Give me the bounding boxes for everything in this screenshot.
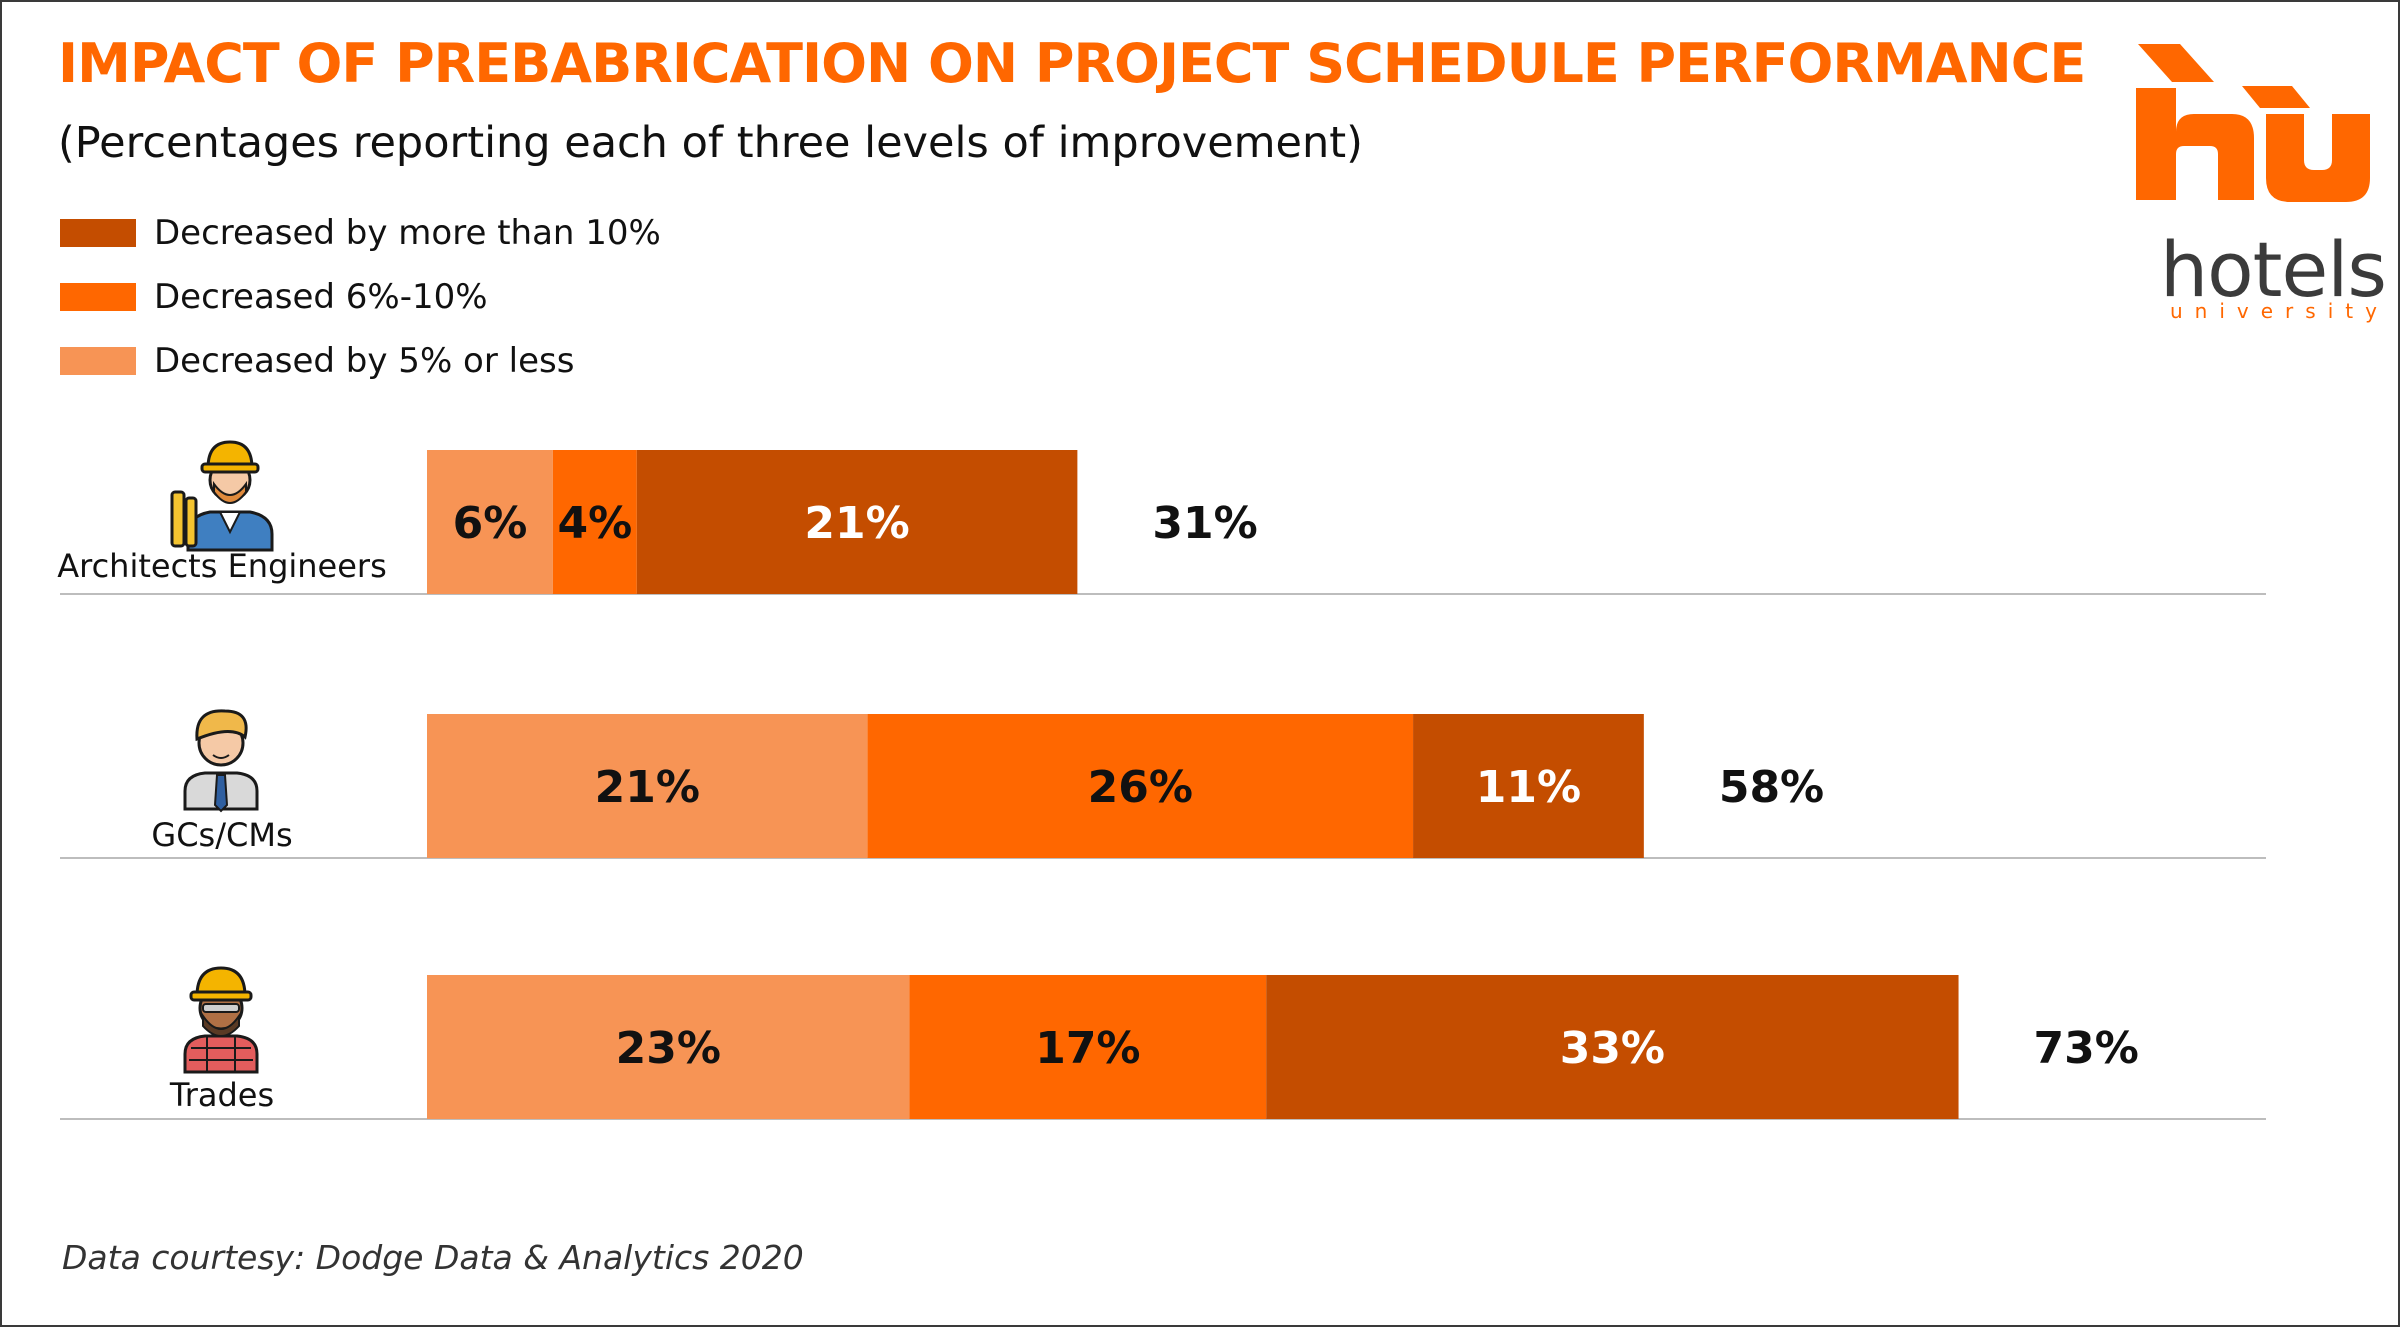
segment-value-label: 21% — [804, 498, 909, 549]
segment-value-label: 17% — [1035, 1023, 1140, 1074]
legend-label: Decreased 6%-10% — [154, 277, 488, 317]
category-label: Trades — [169, 1076, 274, 1114]
category-labels: Architects Engineers GCs/CMs Trades — [57, 547, 387, 1114]
legend-label: Decreased by 5% or less — [154, 341, 575, 381]
bar-segment — [909, 975, 1267, 1119]
chart-title: IMPACT OF PREBABRICATION ON PROJECT SCHE… — [58, 32, 2086, 95]
bar-segment — [1266, 975, 1959, 1119]
legend-swatch — [60, 347, 136, 375]
segment-value-label: 4% — [557, 498, 632, 549]
legend-swatch — [60, 283, 136, 311]
segment-value-label: 11% — [1476, 762, 1581, 813]
legend-label: Decreased by more than 10% — [154, 213, 661, 253]
category-icons — [170, 440, 274, 1074]
engineer-icon — [170, 440, 274, 552]
brand-logo: hotels university — [2122, 42, 2387, 332]
bar-segment — [427, 975, 910, 1119]
bar-segment — [867, 714, 1414, 858]
total-value-label: 73% — [2034, 1023, 2139, 1074]
segment-value-label: 33% — [1560, 1023, 1665, 1074]
category-label: Architects Engineers — [57, 547, 387, 585]
bar-segment — [636, 450, 1078, 594]
segment-value-label: 26% — [1088, 762, 1193, 813]
logo-subtitle: university — [2170, 299, 2389, 323]
bar-segment — [427, 450, 553, 594]
segment-labels: 6% 4% 21% 21% 26% 11% 23% 17% 33% — [453, 498, 1665, 1074]
source-note: Data courtesy: Dodge Data & Analytics 20… — [62, 1238, 804, 1277]
total-value-label: 31% — [1152, 498, 1257, 549]
bar-segment — [427, 714, 868, 858]
bar-segments — [427, 450, 1959, 1119]
segment-value-label: 6% — [453, 498, 528, 549]
total-value-label: 58% — [1719, 762, 1824, 813]
manager-icon — [183, 709, 259, 813]
total-labels: 31% 58% 73% — [1152, 498, 2138, 1074]
logo-mark-icon — [2136, 44, 2370, 202]
segment-value-label: 21% — [595, 762, 700, 813]
bar-segment — [1413, 714, 1644, 858]
chart-subtitle: (Percentages reporting each of three lev… — [58, 118, 1363, 168]
segment-value-label: 23% — [616, 1023, 721, 1074]
legend-swatch — [60, 219, 136, 247]
category-label: GCs/CMs — [151, 816, 292, 854]
logo-wordmark: hotels — [2160, 225, 2387, 314]
bar-segment — [552, 450, 637, 594]
tradesperson-icon — [183, 966, 259, 1074]
